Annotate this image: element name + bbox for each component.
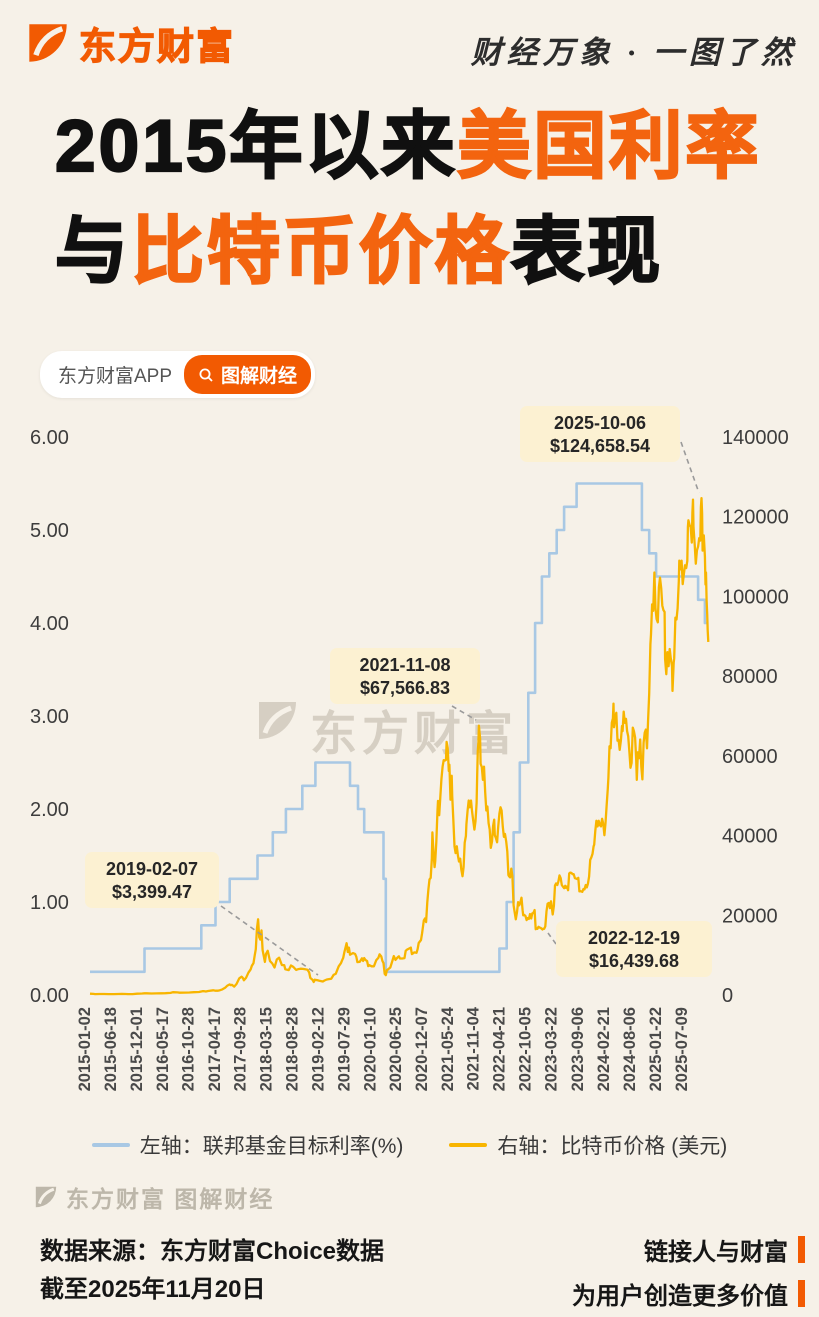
watermark-logo-icon [35,1186,57,1208]
title-line2-orange: 比特币价格 [130,210,511,293]
x-axis-tick: 2025-07-09 [673,1007,691,1091]
left-axis-tick: 6.00 [30,427,69,449]
x-axis-tick: 2019-07-29 [336,1007,354,1091]
x-axis-tick: 2021-05-24 [439,1006,457,1091]
x-axis-tick: 2023-03-22 [543,1007,561,1091]
x-axis-tick: 2019-02-12 [310,1007,328,1091]
legend-item-btc-price: 右轴：比特币价格 (美元) [449,1130,727,1160]
left-axis-tick: 2.00 [30,799,69,821]
x-axis-tick: 2020-12-07 [413,1007,431,1091]
chart: 0.00 1.00 2.00 3.00 4.00 5.00 6.00 0 20000 40000 6… [0,400,819,1100]
x-axis-tick: 2018-03-15 [258,1007,276,1091]
title-line-2: 与比特币价格表现 [54,199,761,304]
accent-bar-2 [798,1280,805,1307]
footer-slogan-line2: 为用户创造更多价值 [572,1276,805,1311]
svg-text:$67,566.83: $67,566.83 [360,678,450,698]
title-line2-pre: 与 [54,210,131,293]
x-axis-tick: 2015-06-18 [102,1007,120,1091]
footer-source: 数据来源：东方财富Choice数据 截至2025年11月20日 [40,1233,384,1309]
right-axis-tick: 60000 [722,746,778,768]
svg-text:东方财富: 东方财富 [310,707,518,760]
x-axis-tick: 2021-11-04 [464,1006,482,1090]
annotation-leader [547,932,557,945]
x-axis-tick: 2015-01-02 [76,1007,94,1091]
x-axis-tick: 2025-01-22 [647,1007,665,1091]
right-axis-tick: 40000 [722,826,778,848]
legend-item-fed-rate: 左轴：联邦基金目标利率(%) [91,1130,404,1160]
btc-price-line [89,496,710,996]
x-axis-tick: 2024-02-21 [595,1007,613,1091]
badge-tag-label: 图解财经 [221,366,298,387]
brand-name: 东方财富 [78,25,235,67]
search-icon [199,368,213,382]
left-axis-tick: 5.00 [30,520,69,542]
header-slogan: 财经万象 · 一图了然 [470,35,797,70]
annotation-2022-12-19: 2022-12-19 $16,439.68 [556,921,712,977]
x-axis-tick: 2022-04-21 [491,1007,509,1091]
legend-label-btc: 右轴：比特币价格 (美元) [497,1135,728,1158]
fed-rate-line [90,482,709,974]
x-axis-tick: 2022-10-05 [517,1007,535,1091]
accent-bar-1 [798,1236,805,1263]
chart-svg: 0.00 1.00 2.00 3.00 4.00 5.00 6.00 0 20000 40000 6… [30,406,789,1091]
footer-slogan: 链接人与财富 为用户创造更多价值 [572,1232,805,1311]
x-axis-tick: 2024-08-06 [621,1007,639,1091]
footer-source-line2: 截至2025年11月20日 [40,1275,266,1303]
brand-logo: 东方财富 [26,16,235,70]
title-line-1: 2015年以来美国利率 [54,94,762,199]
footer-slogan-text2: 为用户创造更多价值 [572,1283,788,1310]
legend-marker-fed [91,1143,130,1147]
annotation-2025-10-06: 2025-10-06 $124,658.54 [520,406,680,462]
left-axis-tick: 1.00 [30,892,69,914]
chart-legend: 左轴：联邦基金目标利率(%) 右轴：比特币价格 (美元) [0,1130,819,1160]
svg-text:$3,399.47: $3,399.47 [112,882,192,902]
right-axis-tick: 20000 [722,905,778,927]
footer-watermark-text: 东方财富 图解财经 [66,1186,275,1212]
svg-text:2019-02-07: 2019-02-07 [106,859,198,879]
title-line1-black: 2015年以来 [54,105,458,188]
title-line2-post: 表现 [510,210,663,293]
right-axis-tick: 80000 [722,666,778,688]
x-axis-tick: 2016-10-28 [180,1007,198,1091]
footer-source-line1: 数据来源：东方财富Choice数据 [40,1238,385,1265]
app-badge: 东方财富APP 图解财经 [40,351,316,398]
left-axis-tick: 4.00 [30,613,69,635]
x-axis-tick: 2017-09-28 [232,1007,250,1091]
x-axis-tick: 2016-05-17 [154,1007,172,1091]
footer-slogan-text1: 链接人与财富 [644,1239,788,1266]
x-axis-tick: 2023-09-06 [569,1007,587,1091]
svg-text:2022-12-19: 2022-12-19 [588,928,680,948]
svg-text:$16,439.68: $16,439.68 [589,951,679,971]
app-badge-label: 东方财富APP [58,366,173,387]
legend-marker-btc [449,1143,488,1147]
annotation-2019-02-07: 2019-02-07 $3,399.47 [85,852,219,908]
title-line1-orange: 美国利率 [456,105,762,188]
x-axis-tick: 2017-04-17 [206,1007,224,1091]
footer-watermark: 东方财富 图解财经 [34,1180,274,1214]
annotation-leader [220,905,319,976]
left-axis-tick: 0.00 [30,985,69,1007]
page-title: 2015年以来美国利率 与比特币价格表现 [54,94,762,304]
footer-slogan-line1: 链接人与财富 [644,1232,805,1267]
right-axis-tick: 100000 [722,586,789,608]
legend-label-fed: 左轴：联邦基金目标利率(%) [139,1135,404,1158]
right-axis-tick: 0 [722,985,733,1007]
x-axis-tick: 2018-08-28 [284,1007,302,1091]
left-axis-tick: 3.00 [30,706,69,728]
right-axis-tick: 140000 [722,427,789,449]
annotation-leader [680,441,700,494]
svg-text:2021-11-08: 2021-11-08 [359,655,450,675]
annotation-leader [451,705,477,721]
x-axis-tick: 2015-12-01 [128,1007,146,1091]
x-axis-tick: 2020-01-10 [361,1007,379,1091]
annotation-2021-11-08: 2021-11-08 $67,566.83 [330,648,480,704]
svg-text:$124,658.54: $124,658.54 [550,436,650,456]
x-axis-tick: 2020-06-25 [387,1007,405,1091]
svg-text:2025-10-06: 2025-10-06 [554,413,646,433]
badge-tag: 图解财经 [184,355,312,394]
right-axis-tick: 120000 [722,507,789,529]
brand-logo-icon [29,24,67,62]
